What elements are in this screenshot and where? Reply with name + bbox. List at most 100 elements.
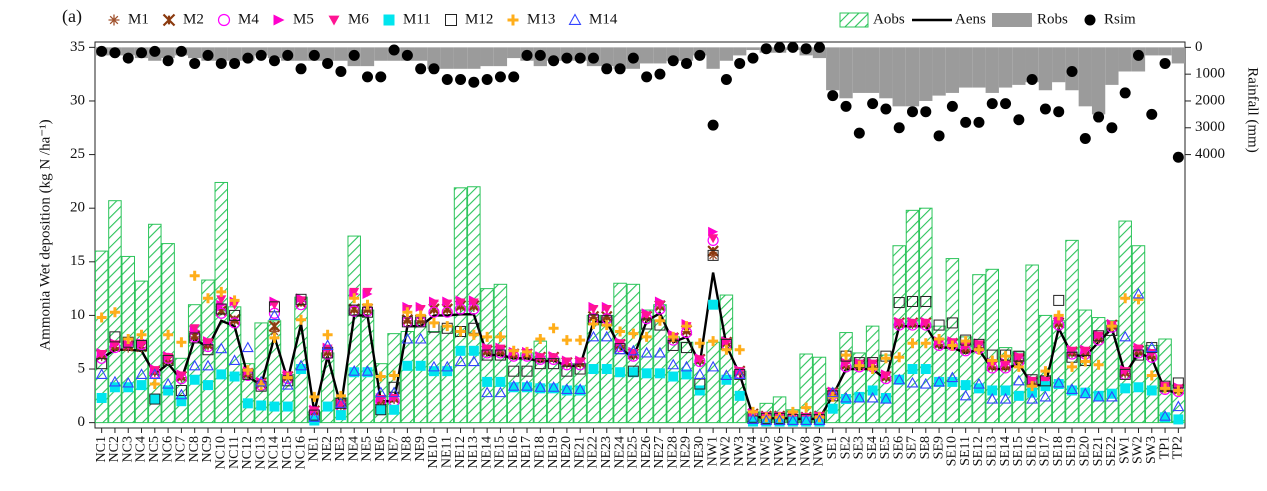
x-tick-label: SW1 xyxy=(1117,436,1132,464)
marker-m11 xyxy=(987,385,998,396)
robs-bar xyxy=(1105,47,1119,85)
marker-rsim xyxy=(907,106,918,118)
marker-m11 xyxy=(827,403,838,414)
marker-rsim xyxy=(654,68,666,80)
marker-m6 xyxy=(375,395,386,405)
aens-line xyxy=(100,272,1179,421)
marker-m11 xyxy=(522,382,533,393)
x-tick-label: SW2 xyxy=(1131,436,1146,464)
marker-m14 xyxy=(321,339,334,350)
marker-m14 xyxy=(1026,392,1039,404)
marker-m14 xyxy=(840,391,852,403)
marker-m13 xyxy=(867,364,878,375)
marker-m12 xyxy=(162,354,174,366)
marker-m14 xyxy=(494,386,507,398)
marker-m11 xyxy=(601,364,612,375)
marker-m12 xyxy=(933,319,945,331)
x-tick-label: NE24 xyxy=(612,436,627,469)
x-tick-label: NE18 xyxy=(533,436,548,469)
marker-m13 xyxy=(1067,361,1078,372)
aobs-bar xyxy=(919,207,933,424)
marker-rsim xyxy=(481,74,493,86)
x-tick-label: NC3 xyxy=(120,436,135,462)
marker-m13 xyxy=(880,353,891,364)
marker-m6 xyxy=(561,357,572,367)
robs-bar xyxy=(932,47,946,96)
marker-m12 xyxy=(641,318,653,330)
robs-bar xyxy=(640,47,654,64)
marker-m13 xyxy=(920,338,931,349)
marker-m6 xyxy=(1013,353,1024,363)
robs-bar xyxy=(746,47,760,51)
marker-m1 xyxy=(269,326,280,337)
marker-rsim xyxy=(388,44,400,56)
marker-m11 xyxy=(216,369,227,380)
marker-m11 xyxy=(854,391,865,402)
marker-m14 xyxy=(1012,374,1025,386)
marker-m12 xyxy=(521,365,533,377)
x-tick-label: NE23 xyxy=(599,436,614,469)
marker-m12 xyxy=(1132,349,1144,361)
marker-m6 xyxy=(123,341,134,351)
marker-m14 xyxy=(906,376,919,388)
marker-m14 xyxy=(1172,400,1185,412)
marker-m13 xyxy=(774,412,785,423)
robs-bar xyxy=(1012,47,1026,85)
marker-m6 xyxy=(202,338,213,348)
marker-m14 xyxy=(946,371,959,383)
x-tick-label: SE9 xyxy=(931,436,946,459)
marker-m6 xyxy=(296,296,307,306)
aobs-bar xyxy=(905,209,920,424)
marker-m14 xyxy=(228,354,241,365)
marker-m13 xyxy=(189,270,200,281)
marker-m13 xyxy=(415,310,426,321)
marker-m13 xyxy=(973,344,984,355)
marker-rsim xyxy=(508,71,520,83)
marker-m14 xyxy=(919,377,932,389)
marker-m6 xyxy=(415,304,426,314)
marker-m12 xyxy=(149,393,161,405)
marker-m13 xyxy=(934,334,945,345)
marker-m4 xyxy=(228,317,241,329)
marker-m14 xyxy=(720,369,733,381)
marker-m12 xyxy=(1119,368,1131,380)
marker-m12 xyxy=(1093,330,1105,342)
y2-tick-label: 1000 xyxy=(1195,66,1225,82)
marker-m6 xyxy=(1133,344,1144,354)
marker-rsim xyxy=(933,130,945,142)
marker-rsim xyxy=(282,49,294,61)
marker-m6 xyxy=(588,304,599,314)
marker-m5 xyxy=(216,299,227,310)
legend-label: Rsim xyxy=(1104,11,1136,27)
marker-m11 xyxy=(495,376,506,387)
y-tick-label: 30 xyxy=(70,92,85,108)
marker-m14 xyxy=(268,309,281,320)
y-tick-label: 0 xyxy=(78,414,86,430)
marker-m14 xyxy=(122,376,135,388)
marker-m14 xyxy=(654,346,666,358)
robs-bar xyxy=(227,47,242,61)
marker-m14 xyxy=(441,360,454,372)
marker-rsim xyxy=(348,49,360,61)
y-tick-label: 15 xyxy=(70,253,85,269)
x-tick-label: NC5 xyxy=(147,436,162,462)
marker-rsim xyxy=(867,98,879,110)
marker-m13 xyxy=(216,286,227,297)
marker-m14 xyxy=(1066,383,1078,394)
x-tick-label: TP2 xyxy=(1171,436,1186,459)
marker-m13 xyxy=(136,329,147,340)
aobs-bar xyxy=(679,341,694,424)
marker-m14 xyxy=(1052,376,1065,388)
marker-m13 xyxy=(1053,310,1064,321)
marker-m12 xyxy=(109,331,121,343)
legend-swatch xyxy=(328,15,340,26)
marker-m11 xyxy=(960,380,971,391)
marker-rsim xyxy=(335,65,347,77)
marker-m14 xyxy=(481,386,494,398)
marker-m11 xyxy=(335,410,346,421)
marker-rsim xyxy=(574,52,586,64)
marker-rsim xyxy=(614,63,626,75)
x-tick-label: NE8 xyxy=(400,436,415,462)
marker-rsim xyxy=(268,55,280,67)
legend-label: Aobs xyxy=(873,11,905,27)
